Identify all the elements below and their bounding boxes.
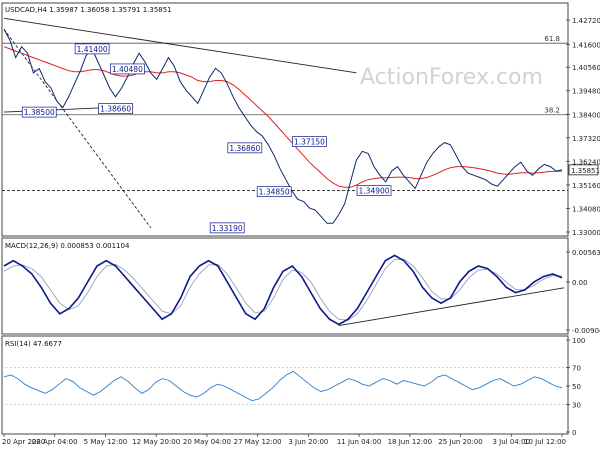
macd-tick-label: 0.00 bbox=[572, 279, 588, 287]
annotation-label: 1.33190 bbox=[212, 224, 243, 233]
price-tick-label: 1.37320 bbox=[572, 135, 600, 143]
annotation-label: 1.41400 bbox=[77, 45, 108, 54]
current-price-box bbox=[568, 164, 599, 176]
x-tick-label: 10 Jul 12:00 bbox=[524, 438, 566, 446]
x-tick-label: 25 Jun 20:00 bbox=[438, 438, 482, 446]
rsi-title: RSI(14) 47.6677 bbox=[5, 340, 62, 348]
x-tick-label: 20 Apr 2020 bbox=[2, 438, 45, 446]
annotation-box bbox=[209, 222, 245, 234]
rsi-axis: 100 70 50 30 0 bbox=[566, 337, 585, 437]
x-tick-label: 18 Jun 12:00 bbox=[388, 438, 432, 446]
annotation-label: 1.38660 bbox=[100, 105, 131, 114]
rsi-tick-label: 70 bbox=[572, 365, 581, 373]
macd-lines bbox=[3, 254, 565, 326]
macd-axis: 0.005632 0.00 -0.009041 bbox=[566, 249, 600, 335]
x-tick-label: 12 May 20:00 bbox=[132, 438, 180, 446]
macd-main-line bbox=[3, 254, 563, 326]
macd-tick-label: 0.005632 bbox=[572, 249, 600, 257]
rsi-tick-label: 50 bbox=[572, 383, 581, 391]
price-tick-label: 1.39480 bbox=[572, 88, 600, 96]
current-price-label: 1.35851 bbox=[571, 167, 600, 175]
x-tick-label: 11 Jun 04:00 bbox=[337, 438, 381, 446]
x-tick-label: 3 Jun 20:00 bbox=[288, 438, 328, 446]
price-title: USDCAD,H4 1.35987 1.36058 1.35791 1.3585… bbox=[5, 6, 172, 14]
annotation-box bbox=[356, 185, 392, 196]
annotation-label: 1.40480 bbox=[112, 65, 143, 74]
price-tick-label: 1.42720 bbox=[572, 17, 600, 25]
annotation-box bbox=[21, 106, 57, 118]
price-tick-label: 1.36240 bbox=[572, 158, 600, 166]
annotation-box bbox=[292, 136, 327, 147]
rsi-line bbox=[3, 370, 563, 402]
x-tick-label: 3 Jul 04:00 bbox=[493, 438, 531, 446]
macd-tick-label: -0.009041 bbox=[572, 327, 600, 335]
price-tick-label: 1.33000 bbox=[572, 229, 600, 237]
level-label: 38.2 bbox=[544, 107, 560, 115]
macd-panel bbox=[1, 237, 569, 335]
annotation-label: 1.34900 bbox=[359, 187, 390, 196]
moving-average-line bbox=[3, 46, 563, 188]
annotation-label: 1.34850 bbox=[259, 188, 290, 197]
rsi-tick-label: 100 bbox=[572, 337, 585, 345]
macd-signal-line bbox=[3, 258, 563, 321]
rsi-lines bbox=[2, 367, 568, 405]
price-tick-label: 1.34080 bbox=[572, 205, 600, 213]
macd-trend-line bbox=[338, 287, 565, 326]
rsi-panel bbox=[1, 335, 569, 435]
annotation-label: 1.38500 bbox=[24, 108, 55, 117]
x-tick-label: 28 Apr 04:00 bbox=[32, 438, 78, 446]
price-tick-label: 1.40560 bbox=[572, 64, 600, 72]
price-axis: 1.42720 1.41600 1.40560 1.39480 1.38400 1.373… bbox=[566, 17, 600, 237]
price-line bbox=[3, 29, 563, 224]
annotation-label: 1.37150 bbox=[294, 138, 325, 147]
price-levels: 61.8 38.2 bbox=[2, 35, 568, 191]
x-tick-label: 27 May 12:00 bbox=[234, 438, 282, 446]
annotation-box bbox=[98, 103, 133, 114]
annotation-box bbox=[256, 186, 292, 198]
macd-title: MACD(12,26,9) 0.000853 0.001104 bbox=[5, 242, 130, 250]
annotation-box bbox=[227, 142, 263, 154]
rsi-tick-label: 0 bbox=[572, 429, 576, 437]
watermark: ActionForex.com bbox=[360, 65, 543, 90]
price-tick-label: 1.38400 bbox=[572, 111, 600, 119]
trend-line bbox=[3, 17, 357, 74]
x-tick-label: 20 May 04:00 bbox=[183, 438, 231, 446]
price-tick-label: 1.35160 bbox=[572, 182, 600, 190]
price-annotations: 1.41400 1.40480 1.38500 1.38660 1.36860 1.371… bbox=[21, 43, 392, 234]
annotation-box bbox=[74, 43, 110, 55]
rsi-tick-label: 30 bbox=[572, 401, 581, 409]
level-label: 61.8 bbox=[544, 35, 560, 43]
price-tick-label: 1.41600 bbox=[572, 42, 600, 50]
x-tick-label: 5 May 12:00 bbox=[84, 438, 128, 446]
annotation-box bbox=[109, 63, 145, 75]
annotation-label: 1.36860 bbox=[229, 144, 260, 153]
price-panel bbox=[1, 2, 569, 237]
trend-line bbox=[3, 28, 152, 229]
